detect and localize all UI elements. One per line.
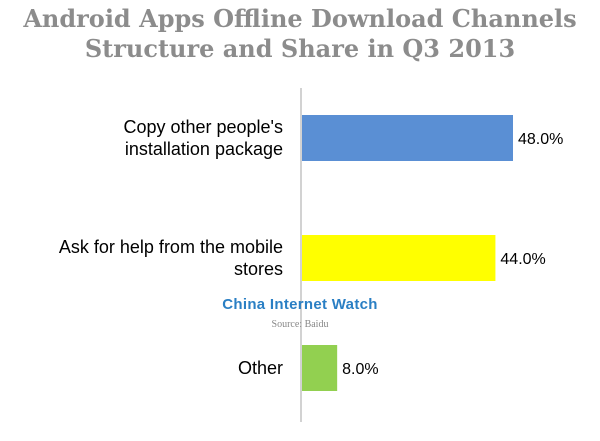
source-note: Source: Baidu xyxy=(271,319,329,330)
value-label-3: 8.0% xyxy=(342,361,378,378)
category-label-1-line-1: Copy other people's xyxy=(123,117,283,137)
value-label-1: 48.0% xyxy=(518,131,563,148)
category-label-1-line-2: installation package xyxy=(125,139,283,159)
watermark-text: China Internet Watch xyxy=(222,296,378,313)
category-label-3-line-1: Other xyxy=(238,358,283,378)
value-label-2: 44.0% xyxy=(500,251,545,268)
bar-2 xyxy=(302,235,496,281)
chart-title: Android Apps Offline Download Channels S… xyxy=(0,4,600,64)
bar-3 xyxy=(302,345,338,391)
category-label-2-line-1: Ask for help from the mobile xyxy=(59,237,283,257)
category-label-2-line-2: stores xyxy=(234,259,283,279)
chart-title-line-2: Structure and Share in Q3 2013 xyxy=(84,34,516,63)
bar-1 xyxy=(302,115,513,161)
chart-title-line-1: Android Apps Offline Download Channels xyxy=(23,4,577,33)
